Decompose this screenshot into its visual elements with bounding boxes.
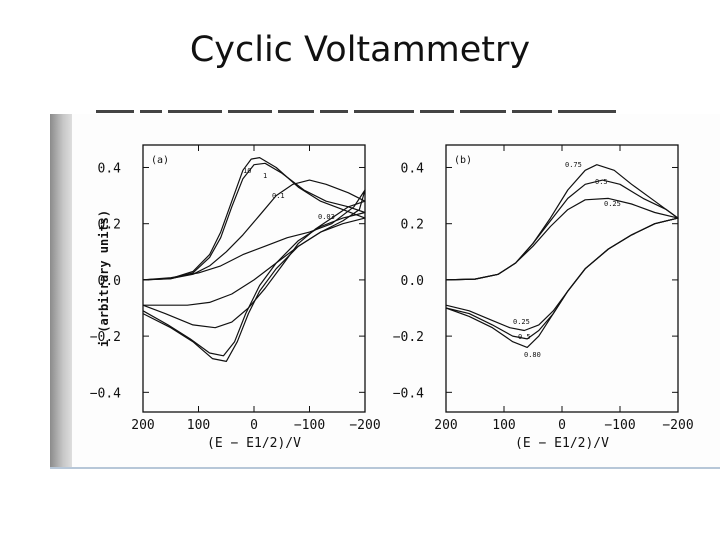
y-tick-label: 0.0 [401, 274, 424, 289]
series-label: 10 [243, 167, 251, 175]
series-label: 0.03 [318, 213, 335, 221]
x-tick-label: −200 [662, 418, 693, 433]
y-tick-label: 0.2 [401, 218, 424, 233]
x-tick-label: 0 [250, 418, 258, 433]
x-tick-label: −100 [604, 418, 635, 433]
scanned-figure [72, 114, 720, 468]
x-tick-label: −100 [294, 418, 325, 433]
y-tick-label: 0.0 [98, 274, 121, 289]
voltammogram-series-0-75 [445, 164, 679, 348]
series-label: 1 [263, 172, 267, 180]
x-tick-label: 200 [131, 418, 154, 433]
panel-b: 200 100 0 −100 −200 0.4 0.2 0.0 −0.2 −0.4 (b) (E − … [393, 144, 694, 451]
panel-label: (b) [454, 155, 472, 166]
series-label: 0.1 [272, 192, 285, 200]
voltammogram-series-0-03 [142, 189, 366, 306]
series-label: 0.25 [604, 200, 621, 208]
x-tick-label: 200 [434, 418, 457, 433]
voltammogram-series-0-1 [142, 179, 366, 329]
x-tick-label: 100 [187, 418, 210, 433]
y-tick-label: −0.2 [393, 330, 424, 345]
y-tick-label: 0.2 [98, 218, 121, 233]
bottom-rule [50, 467, 720, 469]
y-tick-label: −0.4 [393, 386, 424, 401]
series-label: 0.75 [565, 161, 582, 169]
panel-label: (a) [151, 155, 169, 166]
reverse-series-label: 0.80 [524, 351, 541, 359]
x-axis-label: (E − E1/2)/V [515, 436, 609, 451]
x-tick-label: 0 [558, 418, 566, 433]
y-tick-label: −0.2 [90, 330, 121, 345]
slide-title: Cyclic Voltammetry [189, 30, 531, 70]
voltammogram-series-0-25 [445, 197, 679, 332]
clipped-caption-text [96, 110, 628, 118]
series-label: 0.5 [595, 178, 608, 186]
left-gradient-band [50, 114, 72, 468]
reverse-series-label: 0.25 [513, 318, 530, 326]
y-axis-label: i (arbitrary units) [97, 210, 111, 347]
reverse-series-label: 0.5 [518, 333, 531, 341]
voltammogram-series-1 [142, 162, 366, 357]
y-tick-label: −0.4 [90, 386, 121, 401]
x-axis-label: (E − E1/2)/V [207, 436, 301, 451]
y-tick-label: 0.4 [98, 161, 122, 176]
y-tick-label: 0.4 [401, 161, 425, 176]
x-tick-label: −200 [349, 418, 380, 433]
x-tick-label: 100 [492, 418, 515, 433]
plot-frame [142, 144, 366, 413]
panel-a: 200 100 0 −100 −200 0.4 0.2 0.0 −0.2 −0.4 (a) (E − … [90, 144, 381, 451]
